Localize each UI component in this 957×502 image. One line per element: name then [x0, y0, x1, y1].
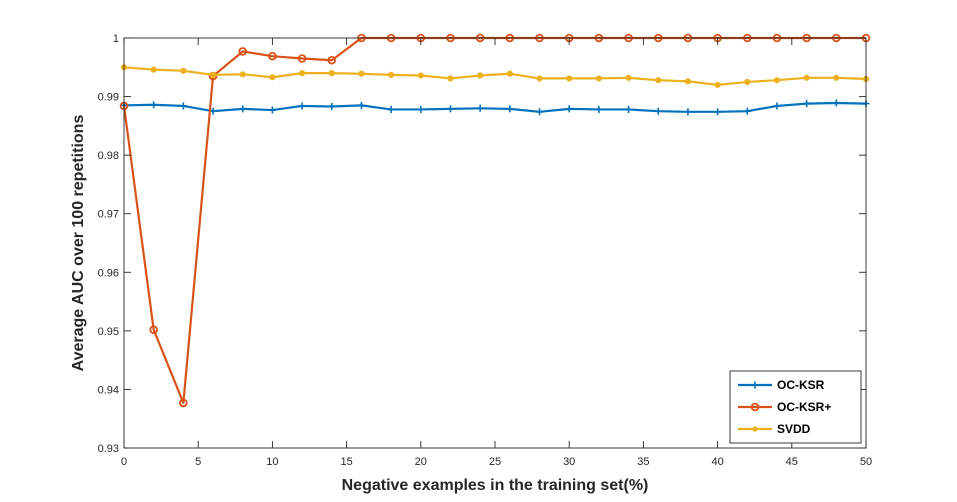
data-point [595, 105, 603, 113]
data-point [566, 75, 573, 82]
data-point [684, 78, 692, 85]
data-point [833, 74, 840, 81]
x-tick-label: 30 [563, 456, 575, 468]
x-axis-label: Negative examples in the training set(%) [342, 477, 649, 494]
y-tick-label: 1 [113, 33, 119, 45]
axes-layer: 0 5 10 15 20 25 30 35 40 45 50 0.93 0.94 0.95 0.96 0.97… [98, 33, 873, 468]
data-point [298, 70, 306, 77]
data-point [506, 70, 513, 77]
data-point [477, 72, 484, 79]
data-point [654, 107, 662, 115]
legend-label: OC-KSR+ [777, 400, 831, 414]
data-point [714, 108, 722, 116]
data-point [328, 70, 335, 77]
data-point [506, 105, 514, 113]
legend-marker [750, 402, 760, 412]
data-point [269, 74, 276, 81]
data-point [328, 103, 336, 111]
data-point [387, 105, 395, 113]
data-point [447, 75, 454, 82]
data-point [239, 71, 246, 78]
data-point [239, 105, 247, 113]
x-tick-label: 25 [489, 456, 501, 468]
data-point [476, 104, 484, 112]
legend-item: SVDD [738, 422, 811, 436]
legend: OC-KSR OC-KSR+ SVDD [729, 370, 862, 444]
data-point [684, 108, 692, 116]
x-tick-label: 10 [266, 456, 278, 468]
x-tick-label: 5 [195, 456, 201, 468]
data-point [268, 51, 277, 61]
data-point [536, 75, 543, 82]
data-point [268, 106, 276, 114]
data-point [714, 81, 721, 88]
data-point [625, 74, 632, 81]
data-point [358, 70, 365, 77]
legend-label: SVDD [777, 422, 811, 436]
legend-item: OC-KSR [738, 378, 825, 392]
y-tick-label: 0.94 [98, 384, 119, 396]
y-tick-label: 0.98 [98, 150, 119, 162]
data-point [417, 72, 424, 79]
x-tick-label: 20 [415, 456, 427, 468]
x-tick-label: 15 [340, 456, 352, 468]
y-tick-label: 0.96 [98, 267, 119, 279]
data-point [209, 71, 217, 79]
legend-marker [752, 426, 758, 432]
data-point [179, 398, 188, 408]
legend-marker [751, 381, 759, 389]
x-tick-label: 40 [711, 456, 723, 468]
series-svdd [120, 64, 870, 88]
data-point [149, 325, 158, 334]
data-point [536, 108, 544, 116]
legend-label: OC-KSR [777, 378, 825, 392]
data-point [655, 77, 662, 84]
data-point [298, 102, 306, 110]
data-point [744, 78, 751, 86]
y-tick-label: 0.97 [98, 209, 119, 221]
data-point [565, 105, 573, 113]
y-tick-label: 0.99 [98, 92, 119, 104]
data-point [417, 105, 425, 113]
data-point [297, 54, 307, 63]
data-point [803, 100, 811, 108]
data-point [238, 47, 248, 56]
x-tick-label: 35 [637, 456, 649, 468]
series-line [123, 66, 867, 86]
data-point [150, 101, 158, 109]
x-tick-label: 45 [786, 456, 798, 468]
data-point [743, 107, 751, 115]
data-point [179, 102, 187, 110]
data-point [357, 101, 365, 109]
data-point [832, 99, 840, 107]
y-tick-label: 0.95 [98, 326, 119, 338]
data-point [773, 102, 781, 110]
data-point [803, 74, 810, 81]
legend-item: OC-KSR+ [738, 400, 831, 414]
series-line [123, 101, 867, 113]
data-point [595, 75, 602, 82]
data-point [150, 66, 157, 73]
data-point [625, 105, 633, 113]
x-tick-label: 50 [860, 456, 872, 468]
y-axis-label: Average AUC over 100 repetitions [70, 115, 87, 372]
y-tick-label: 0.93 [98, 443, 119, 455]
data-point [446, 105, 454, 113]
data-point [327, 55, 337, 65]
data-point [773, 77, 781, 84]
data-point [180, 67, 187, 74]
x-tick-label: 0 [121, 456, 127, 468]
data-point [388, 71, 395, 79]
